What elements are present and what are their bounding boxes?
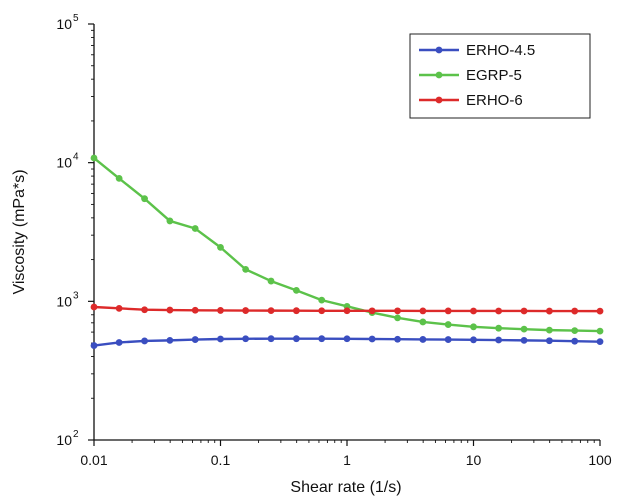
data-point-erho-6 <box>444 307 452 315</box>
data-point-erho-4-5 <box>242 335 250 343</box>
data-point-egrp-5 <box>520 325 528 333</box>
data-point-egrp-5 <box>545 326 553 334</box>
legend-label-egrp-5: EGRP-5 <box>466 67 522 84</box>
data-point-erho-6 <box>267 307 275 315</box>
y-tick-exponent: 2 <box>73 429 79 440</box>
data-point-erho-6 <box>520 307 528 315</box>
series-erho-4-5 <box>90 335 604 349</box>
data-point-erho-4-5 <box>520 336 528 344</box>
data-point-erho-6 <box>343 307 351 315</box>
legend: ERHO-4.5 EGRP-5 ERHO-6 <box>409 33 591 119</box>
data-point-erho-4-5 <box>470 336 477 344</box>
data-point-erho-6 <box>191 306 199 314</box>
data-point-erho-4-5 <box>343 335 351 343</box>
y-tick-label: 10 <box>56 293 72 309</box>
y-axis-title: Viscosity (mPa*s) <box>11 169 28 294</box>
data-point-erho-4-5 <box>217 335 224 343</box>
legend-label-erho-4-5: ERHO-4.5 <box>466 42 535 59</box>
data-point-egrp-5 <box>217 243 224 251</box>
legend-marker-erho-4-5 <box>435 46 443 54</box>
data-point-erho-4-5 <box>318 335 326 343</box>
data-point-egrp-5 <box>141 195 148 203</box>
data-point-erho-4-5 <box>90 342 98 349</box>
data-point-erho-4-5 <box>267 335 275 343</box>
data-point-erho-6 <box>90 303 98 311</box>
x-tick-label: 0.01 <box>80 452 107 468</box>
y-tick-exponent: 4 <box>73 152 79 163</box>
data-point-egrp-5 <box>90 154 98 162</box>
data-point-egrp-5 <box>444 321 452 328</box>
x-tick-label: 1 <box>343 452 351 468</box>
x-axis-title: Shear rate (1/s) <box>290 479 401 496</box>
data-point-egrp-5 <box>191 225 199 232</box>
data-point-egrp-5 <box>495 324 503 332</box>
data-point-egrp-5 <box>242 265 250 273</box>
data-point-erho-6 <box>318 307 326 315</box>
data-point-egrp-5 <box>318 296 326 304</box>
data-point-erho-4-5 <box>368 335 376 343</box>
data-point-erho-6 <box>596 307 604 315</box>
data-point-erho-4-5 <box>495 336 503 344</box>
data-point-erho-4-5 <box>545 337 553 345</box>
data-point-erho-4-5 <box>419 336 427 343</box>
data-point-erho-4-5 <box>292 335 300 343</box>
data-point-erho-4-5 <box>141 337 148 345</box>
data-point-erho-6 <box>115 304 123 312</box>
data-point-erho-6 <box>368 307 376 315</box>
data-point-egrp-5 <box>571 327 579 335</box>
data-point-egrp-5 <box>166 217 174 225</box>
data-point-erho-4-5 <box>444 336 452 343</box>
legend-label-erho-6: ERHO-6 <box>466 92 523 109</box>
data-point-erho-6 <box>217 307 224 314</box>
data-point-erho-6 <box>545 307 553 315</box>
y-tick-exponent: 3 <box>73 290 79 301</box>
data-point-erho-4-5 <box>115 339 123 346</box>
data-point-erho-6 <box>394 307 401 315</box>
x-tick-label: 100 <box>588 452 612 468</box>
data-point-erho-4-5 <box>571 337 579 345</box>
data-point-egrp-5 <box>394 314 401 322</box>
x-tick-label: 0.1 <box>211 452 231 468</box>
data-point-erho-4-5 <box>596 338 604 346</box>
data-point-erho-6 <box>242 307 250 314</box>
data-point-erho-6 <box>141 306 148 314</box>
data-point-egrp-5 <box>267 277 275 285</box>
data-point-erho-4-5 <box>191 336 199 343</box>
data-point-erho-6 <box>419 307 427 315</box>
data-point-erho-6 <box>495 307 503 315</box>
data-point-egrp-5 <box>115 175 123 182</box>
x-tick-label: 10 <box>466 452 482 468</box>
data-point-egrp-5 <box>419 318 427 326</box>
data-point-egrp-5 <box>292 286 300 294</box>
y-tick-label: 10 <box>56 432 72 448</box>
y-tick-label: 10 <box>56 155 72 171</box>
data-point-egrp-5 <box>470 323 477 331</box>
data-point-erho-6 <box>571 307 579 315</box>
data-point-egrp-5 <box>596 327 604 335</box>
y-tick-label: 10 <box>56 16 72 32</box>
legend-marker-erho-6 <box>435 96 443 104</box>
y-tick-exponent: 5 <box>73 13 79 24</box>
legend-marker-egrp-5 <box>435 71 443 79</box>
data-point-erho-6 <box>166 306 174 314</box>
series-layer <box>90 154 604 349</box>
series-erho-6 <box>90 303 604 315</box>
data-point-erho-6 <box>470 307 477 315</box>
data-point-erho-6 <box>292 307 300 315</box>
data-point-erho-4-5 <box>166 336 174 344</box>
data-point-erho-4-5 <box>394 335 401 343</box>
